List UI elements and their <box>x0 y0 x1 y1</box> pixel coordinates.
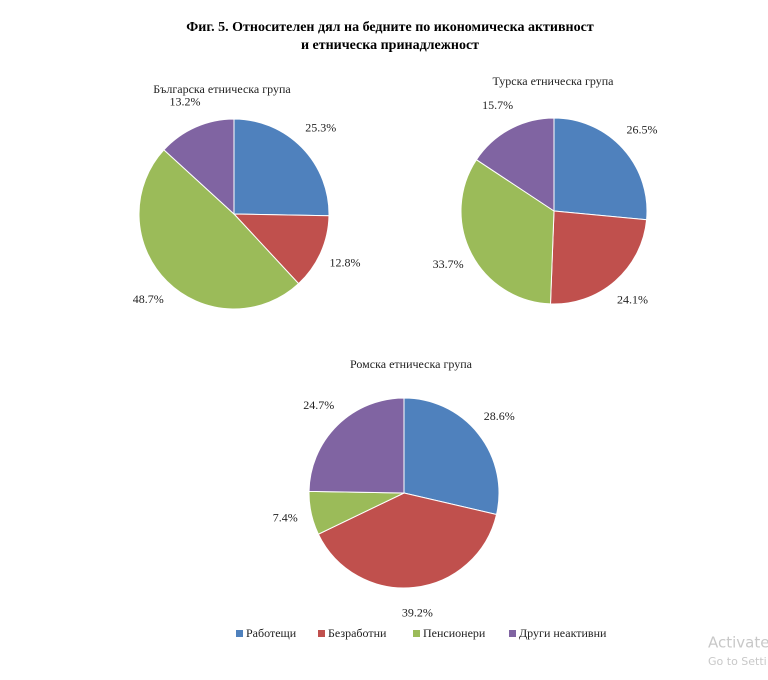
legend-label: Други неактивни <box>519 626 607 640</box>
data-label: 13.2% <box>170 94 201 108</box>
pie-slice <box>163 118 235 216</box>
watermark: Activate <box>708 634 768 652</box>
pie-slice <box>317 492 498 589</box>
pie-slice <box>308 397 405 494</box>
legend-label: Работещи <box>246 626 297 640</box>
data-label: 24.1% <box>617 292 648 306</box>
data-label: 12.8% <box>329 255 360 269</box>
data-label: 28.6% <box>484 409 515 423</box>
data-label: 15.7% <box>482 98 513 112</box>
pie-slice <box>475 117 555 212</box>
legend-swatch <box>413 630 420 637</box>
pie-slice <box>233 118 330 217</box>
figure-title: Фиг. 5. Относителен дял на бедните по ик… <box>186 20 594 35</box>
data-label: 48.7% <box>133 292 164 306</box>
pie-slice <box>549 210 648 305</box>
legend-label: Безработни <box>328 626 387 640</box>
legend-swatch <box>509 630 516 637</box>
data-label: 33.7% <box>433 257 464 271</box>
pie-slice <box>138 149 300 310</box>
pie-title: Българска етническа група <box>153 82 291 96</box>
data-label: 7.4% <box>273 511 298 525</box>
watermark: Go to Setti <box>708 655 767 668</box>
data-label: 26.5% <box>627 123 658 137</box>
pie-slice <box>403 397 500 516</box>
pie-slice <box>232 213 330 285</box>
pie-slice <box>553 117 648 221</box>
data-label: 39.2% <box>402 606 433 620</box>
data-label: 25.3% <box>305 121 336 135</box>
data-label: 24.7% <box>303 398 334 412</box>
legend-swatch <box>318 630 325 637</box>
legend-swatch <box>236 630 243 637</box>
pie-title: Турска етническа група <box>493 74 615 88</box>
figure-title: и етническа принадлежност <box>301 38 479 53</box>
legend-label: Пенсионери <box>423 626 486 640</box>
pie-title: Ромска етническа група <box>350 357 473 371</box>
